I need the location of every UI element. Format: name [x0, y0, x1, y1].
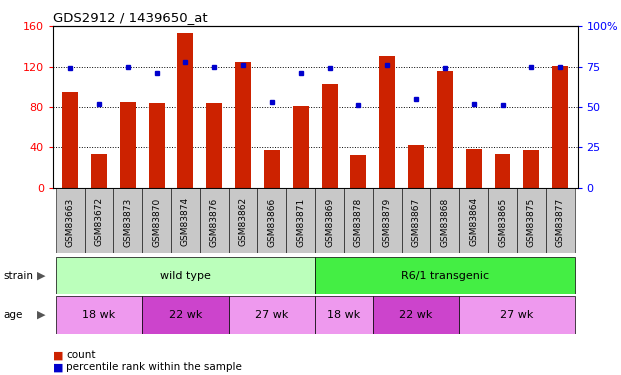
Bar	[206, 103, 222, 188]
Bar	[437, 70, 453, 188]
Bar	[379, 57, 395, 188]
Text: GSM83874: GSM83874	[181, 197, 190, 246]
Bar	[286, 188, 315, 253]
Bar	[258, 188, 286, 253]
Bar	[552, 66, 568, 188]
Bar	[148, 103, 165, 188]
Text: strain: strain	[3, 271, 33, 280]
Bar	[373, 188, 402, 253]
Text: 27 wk: 27 wk	[255, 310, 289, 320]
Text: 18 wk: 18 wk	[327, 310, 361, 320]
Text: 22 wk: 22 wk	[399, 310, 433, 320]
Text: percentile rank within the sample: percentile rank within the sample	[66, 363, 242, 372]
Text: GSM83876: GSM83876	[210, 197, 219, 247]
Text: GSM83868: GSM83868	[440, 197, 450, 247]
Bar	[495, 154, 510, 188]
Bar	[56, 188, 84, 253]
Text: ■: ■	[53, 363, 63, 372]
Bar	[113, 188, 142, 253]
Bar	[120, 102, 135, 188]
Bar	[350, 155, 366, 188]
Text: 27 wk: 27 wk	[501, 310, 533, 320]
Bar	[315, 296, 373, 334]
Text: GSM83864: GSM83864	[469, 197, 478, 246]
Text: GSM83878: GSM83878	[354, 197, 363, 247]
Bar	[546, 188, 574, 253]
Bar	[460, 188, 488, 253]
Bar	[315, 188, 344, 253]
Bar	[200, 188, 229, 253]
Bar	[229, 188, 258, 253]
Text: GSM83875: GSM83875	[527, 197, 536, 247]
Bar	[373, 296, 460, 334]
Bar	[142, 296, 229, 334]
Text: GSM83865: GSM83865	[498, 197, 507, 247]
Text: GSM83869: GSM83869	[325, 197, 334, 247]
Text: ■: ■	[53, 351, 63, 360]
Text: GSM83866: GSM83866	[268, 197, 276, 247]
Bar	[402, 188, 430, 253]
Bar	[344, 188, 373, 253]
Bar	[315, 257, 574, 294]
Bar	[229, 296, 315, 334]
Text: GSM83877: GSM83877	[556, 197, 564, 247]
Bar	[91, 154, 107, 188]
Bar	[488, 188, 517, 253]
Bar	[56, 296, 142, 334]
Text: 18 wk: 18 wk	[83, 310, 116, 320]
Bar	[264, 150, 280, 188]
Bar	[56, 257, 315, 294]
Text: GSM83672: GSM83672	[94, 197, 104, 246]
Text: GSM83871: GSM83871	[296, 197, 306, 247]
Bar	[408, 145, 424, 188]
Text: GDS2912 / 1439650_at: GDS2912 / 1439650_at	[53, 11, 207, 24]
Bar	[430, 188, 460, 253]
Bar	[517, 188, 546, 253]
Text: ▶: ▶	[37, 310, 46, 320]
Text: wild type: wild type	[160, 271, 211, 280]
Bar	[322, 84, 337, 188]
Text: GSM83867: GSM83867	[412, 197, 420, 247]
Text: GSM83862: GSM83862	[238, 197, 248, 246]
Bar	[235, 62, 251, 188]
Bar	[84, 188, 113, 253]
Bar	[171, 188, 200, 253]
Text: R6/1 transgenic: R6/1 transgenic	[401, 271, 489, 280]
Bar	[178, 33, 193, 188]
Text: GSM83873: GSM83873	[123, 197, 132, 247]
Text: ▶: ▶	[37, 271, 46, 280]
Text: GSM83870: GSM83870	[152, 197, 161, 247]
Bar	[62, 92, 78, 188]
Text: age: age	[3, 310, 22, 320]
Text: count: count	[66, 351, 96, 360]
Bar	[460, 296, 574, 334]
Bar	[524, 150, 539, 188]
Bar	[466, 149, 482, 188]
Text: GSM83879: GSM83879	[383, 197, 392, 247]
Text: 22 wk: 22 wk	[169, 310, 202, 320]
Bar	[142, 188, 171, 253]
Bar	[293, 106, 309, 188]
Text: GSM83663: GSM83663	[66, 197, 75, 247]
